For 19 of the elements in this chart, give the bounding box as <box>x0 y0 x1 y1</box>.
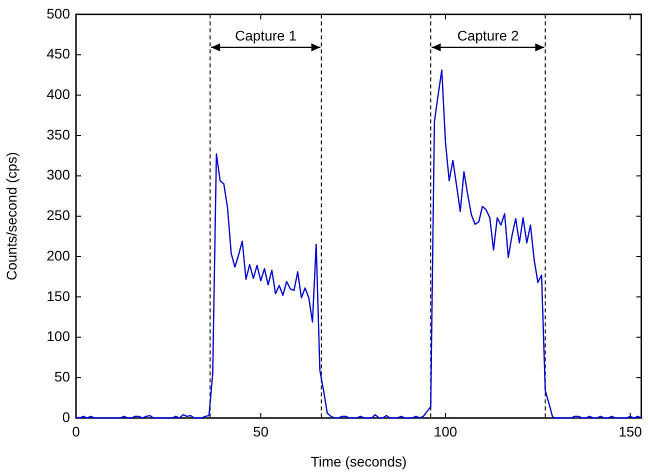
y-tick-label: 250 <box>46 207 70 224</box>
x-tick-label: 100 <box>434 423 458 440</box>
y-tick-label: 300 <box>46 166 70 183</box>
annotation: Capture 2 <box>457 27 519 44</box>
y-tick-label: 150 <box>46 288 70 304</box>
y-tick-label: 100 <box>46 328 70 344</box>
y-tick-label: 50 <box>54 368 70 384</box>
annotation: Capture 1 <box>234 27 297 44</box>
x-axis-title: Time (seconds) <box>310 453 407 470</box>
y-tick-label: 500 <box>46 5 70 22</box>
x-tick-label: 0 <box>72 423 80 440</box>
y-tick-label: 350 <box>46 126 70 142</box>
y-axis-title: Counts/second (cps) <box>3 152 20 280</box>
y-tick-label: 0 <box>62 408 70 425</box>
y-tick-label: 450 <box>46 46 70 62</box>
x-tick-label: 150 <box>618 423 642 440</box>
y-tick-label: 400 <box>46 86 70 102</box>
y-tick-label: 200 <box>46 247 70 264</box>
x-tick-label: 50 <box>252 423 269 440</box>
